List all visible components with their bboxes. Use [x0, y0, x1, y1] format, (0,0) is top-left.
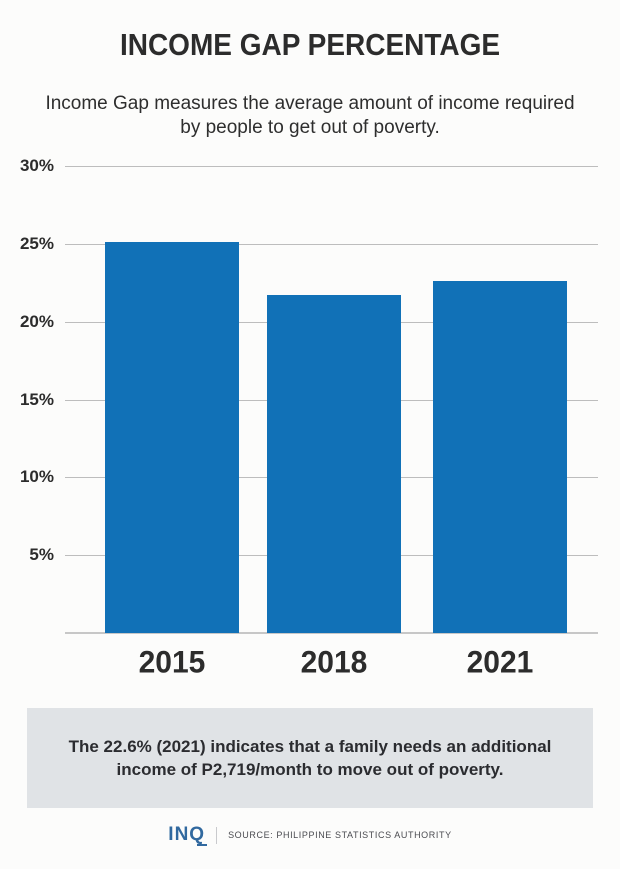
- bar-2021: [433, 281, 567, 633]
- chart-subtitle: Income Gap measures the average amount o…: [0, 92, 620, 140]
- bar-2015: [105, 242, 239, 633]
- x-axis-label-2021: 2021: [466, 645, 534, 680]
- x-axis-baseline: [65, 632, 598, 634]
- note-line-1: The 22.6% (2021) indicates that a family…: [68, 737, 552, 756]
- note-line-2: income of P2,719/month to move out of po…: [116, 760, 504, 779]
- y-axis-tick-label: 30%: [19, 156, 54, 175]
- y-axis-tick-label: 15%: [19, 390, 54, 409]
- y-axis-tick-label: 25%: [19, 234, 54, 253]
- footer: INQ SOURCE: PHILIPPINE STATISTICS AUTHOR…: [0, 824, 620, 846]
- gridline-25: [65, 244, 598, 245]
- y-axis-tick-label: 20%: [19, 312, 54, 331]
- inq-logo: INQ: [168, 824, 207, 846]
- y-axis-tick-label: 5%: [29, 545, 54, 564]
- source-credit: SOURCE: PHILIPPINE STATISTICS AUTHORITY: [228, 830, 452, 840]
- x-axis-label-2018: 2018: [300, 645, 368, 680]
- footer-divider: [216, 826, 218, 844]
- bar-2018: [267, 295, 401, 633]
- page-title: INCOME GAP PERCENTAGE: [119, 28, 501, 62]
- subtitle-line-2: by people to get out of poverty.: [180, 117, 440, 138]
- gridline-30: [65, 166, 598, 167]
- y-axis-tick-label: 10%: [19, 467, 54, 486]
- x-axis-label-2015: 2015: [138, 645, 206, 680]
- subtitle-line-1: Income Gap measures the average amount o…: [45, 93, 575, 114]
- note-box: The 22.6% (2021) indicates that a family…: [27, 708, 593, 808]
